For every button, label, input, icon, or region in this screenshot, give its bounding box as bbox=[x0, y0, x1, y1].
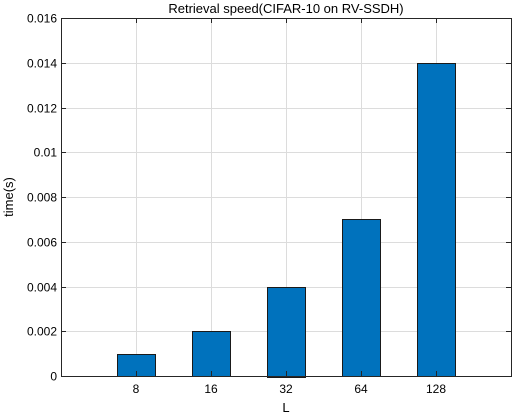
x-tick-label: 8 bbox=[133, 382, 140, 396]
x-axis-label: L bbox=[282, 400, 289, 415]
y-tick-label: 0 bbox=[50, 370, 57, 384]
x-tick-label: 16 bbox=[204, 382, 218, 396]
y-tick-label: 0.01 bbox=[34, 146, 58, 160]
y-axis-label: time(s) bbox=[1, 177, 16, 217]
x-tick-label: 64 bbox=[354, 382, 368, 396]
y-tick-label: 0.016 bbox=[27, 12, 57, 26]
bar-128 bbox=[417, 63, 456, 377]
bar-64 bbox=[342, 219, 381, 377]
chart-title: Retrieval speed(CIFAR-10 on RV-SSDH) bbox=[168, 1, 403, 16]
x-axis-ticks: 8 16 32 64 128 bbox=[133, 18, 446, 396]
y-tick-label: 0.012 bbox=[27, 102, 57, 116]
y-tick-label: 0.014 bbox=[27, 57, 57, 71]
x-tick-label: 32 bbox=[279, 382, 293, 396]
bar-32 bbox=[267, 287, 306, 378]
y-tick-label: 0.002 bbox=[27, 325, 57, 339]
bar-16 bbox=[192, 331, 231, 377]
y-tick-label: 0.008 bbox=[27, 191, 57, 205]
x-tick-label: 128 bbox=[426, 382, 446, 396]
bars bbox=[117, 63, 456, 378]
y-axis-ticks: 0 0.002 0.004 0.006 0.008 0.01 0.012 0.014 0.016 bbox=[27, 12, 511, 384]
y-tick-label: 0.004 bbox=[27, 281, 57, 295]
y-tick-label: 0.006 bbox=[27, 236, 57, 250]
